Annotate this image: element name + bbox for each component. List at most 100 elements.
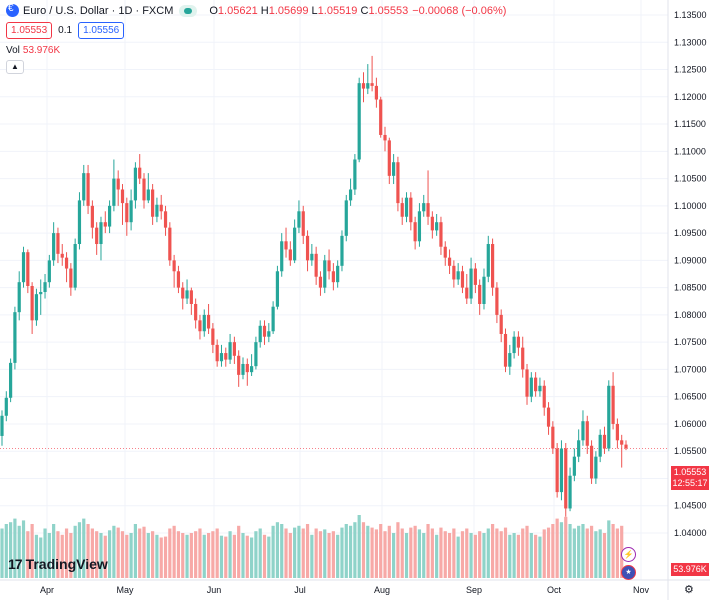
volume-bar [271,525,275,578]
volume-bar [490,524,495,578]
candle-body [30,285,34,321]
volume-bar [379,524,383,578]
candle-body [572,456,576,476]
y-tick-label: 1.12500 [674,65,707,75]
candle-body [206,314,211,329]
volume-bar [521,528,525,578]
candle-body [271,306,275,332]
candle-body [224,353,228,360]
candle-body [168,227,172,261]
candle-body [503,333,508,367]
market-status-icon[interactable] [179,4,198,17]
volume-bar [267,536,271,578]
volume-bar [572,528,576,578]
candle-body [482,276,486,304]
volume-bar [26,531,30,578]
volume-bar [435,534,439,578]
volume-bar [413,525,417,578]
candle-body [288,249,292,261]
volume-tag: 53.976K [671,563,709,576]
volume-bar [559,522,564,578]
candle-body [146,189,150,201]
volume-bar [99,533,103,578]
candle-body [426,203,430,217]
volume-bar [301,528,305,578]
candle-body [275,271,280,307]
volume-bar [82,518,86,578]
candle-body [245,363,249,373]
y-tick-label: 1.06000 [674,419,707,429]
volume-bar [370,527,374,578]
high-label: H [260,4,269,17]
volume-bar [202,534,206,578]
volume-bar [310,534,314,578]
candle-body [103,222,107,227]
us-flag-event-icon[interactable]: ★ [621,565,636,580]
euro-symbol-icon [6,3,19,17]
candle-body [250,366,254,373]
candle-body [125,203,129,223]
volume-bar [155,534,159,578]
candle-body [107,205,112,227]
candle-body [370,83,374,86]
symbol-title[interactable]: Euro / U.S. Dollar · 1D · FXCM [23,4,174,17]
candle-body [151,189,155,217]
y-tick-label: 1.05500 [674,446,707,456]
low-value: 1.05519 [317,4,358,17]
sell-button[interactable]: 1.05553 [6,22,53,39]
candle-body [318,276,323,288]
buy-button[interactable]: 1.05556 [78,22,125,39]
volume-bar [564,516,568,578]
volume-bar [465,528,469,578]
y-tick-label: 1.10500 [674,174,707,184]
candle-body [297,211,301,228]
candle-body [495,287,499,315]
candle-body [185,290,189,299]
candle-body [538,385,542,392]
volume-bar [64,528,69,578]
volume-bar [486,528,490,578]
candle-body [280,241,284,272]
candle-body [327,260,331,272]
candle-body [301,211,305,236]
volume-bar [120,531,125,578]
volume-legend: Vol 53.976K [6,45,60,56]
candle-body [56,233,60,254]
x-tick-label: Nov [633,585,650,595]
y-tick-label: 1.13000 [674,37,707,47]
bar-countdown: 12:55:17 [672,478,708,488]
candle-body [598,434,602,457]
volume-bar [396,522,400,578]
volume-bar [594,531,598,578]
y-tick-label: 1.04500 [674,501,707,511]
candle-body [499,314,503,334]
volume-bar [400,528,404,578]
ohlc-values: O1.05621 H1.05699 L1.05519 C1.05553 [209,5,408,17]
volume-bar [159,537,163,578]
volume-bar [116,527,120,578]
settings-gear-icon[interactable]: ⚙ [684,584,694,596]
candle-body [383,134,387,141]
volume-bar [331,531,335,578]
volume-bar [447,533,452,578]
candle-body [516,336,521,348]
candle-body [241,363,245,375]
flash-event-icon[interactable]: ⚡ [621,547,636,562]
tradingview-logo[interactable]: 17 TradingView [8,556,108,572]
close-label: C [360,4,369,17]
y-tick-label: 1.06500 [674,392,707,402]
volume-bar [95,531,99,578]
volume-value: 53.976K [22,45,61,56]
collapse-legend-button[interactable]: ▲ [6,60,24,74]
candle-body [374,85,378,100]
x-tick-label: Sep [466,585,482,595]
volume-bar [129,533,133,578]
volume-bar [611,524,615,578]
candle-body [529,377,533,397]
candle-body [508,353,512,367]
volume-bar [39,537,43,578]
candle-body [138,167,142,179]
volume-bar [589,525,594,578]
candle-body [43,282,47,292]
